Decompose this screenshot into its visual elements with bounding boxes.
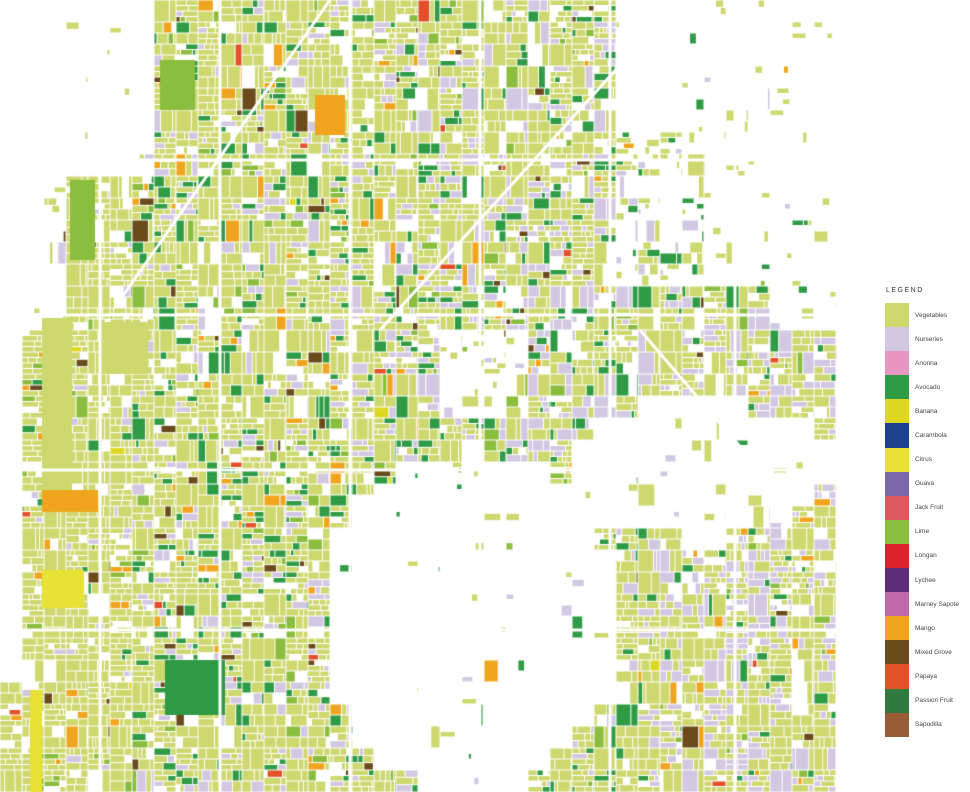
legend-label: Passion Fruit: [915, 697, 953, 705]
legend-label: Vegetables: [915, 311, 948, 319]
legend-item-lychee: Lychee: [885, 568, 970, 593]
legend-swatch: [885, 375, 909, 400]
legend-label: Lime: [915, 528, 930, 536]
legend-item-vegetables: Vegetables: [885, 303, 970, 328]
legend-items: Vegetables Nurseries Anonna Avocado Banana Ca…: [885, 303, 970, 737]
legend-label: Carambola: [915, 432, 947, 440]
legend-title: LEGEND: [886, 287, 924, 294]
legend-label: Nurseries: [915, 335, 943, 343]
legend-swatch: [885, 640, 909, 665]
legend-item-guava: Guava: [885, 471, 970, 496]
legend-label: Marney Sapote: [915, 600, 960, 608]
legend-swatch: [885, 447, 909, 472]
legend-label: Papaya: [915, 672, 938, 680]
legend-swatch: [885, 592, 909, 617]
legend-item-sapodilla: Sapodilla: [885, 712, 970, 737]
legend-swatch: [885, 616, 909, 641]
legend-item-anonna: Anonna: [885, 351, 970, 376]
legend-item-lime: Lime: [885, 519, 970, 544]
legend-item-carambola: Carambola: [885, 423, 970, 448]
legend-swatch: [885, 399, 909, 424]
legend-swatch: [885, 495, 909, 520]
legend-swatch: [885, 351, 909, 376]
legend-label: Mixed Grove: [915, 648, 952, 656]
legend-swatch: [885, 688, 909, 713]
legend-swatch: [885, 712, 909, 737]
legend-swatch: [885, 303, 909, 328]
legend-label: Longan: [915, 552, 937, 560]
legend-item-jack-fruit: Jack Fruit: [885, 495, 970, 520]
legend-item-passion-fruit: Passion Fruit: [885, 688, 970, 713]
legend-label: Mango: [915, 624, 935, 632]
legend-label: Avocado: [915, 383, 941, 391]
legend: LEGEND Vegetables Nurseries Anonna Avocado B…: [885, 287, 970, 737]
legend-item-banana: Banana: [885, 399, 970, 424]
legend-label: Citrus: [915, 456, 932, 464]
legend-swatch: [885, 519, 909, 544]
legend-swatch: [885, 543, 909, 569]
legend-item-marney-sapote: Marney Sapote: [885, 592, 970, 617]
legend-swatch: [885, 327, 909, 352]
legend-item-mixed-grove: Mixed Grove: [885, 640, 970, 665]
legend-label: Banana: [915, 407, 938, 415]
legend-item-longan: Longan: [885, 543, 970, 569]
legend-swatch: [885, 568, 909, 593]
legend-item-nurseries: Nurseries: [885, 327, 970, 352]
legend-item-avocado: Avocado: [885, 375, 970, 400]
legend-item-citrus: Citrus: [885, 447, 970, 472]
legend-label: Sapodilla: [915, 721, 942, 729]
legend-item-papaya: Papaya: [885, 664, 970, 689]
legend-item-mango: Mango: [885, 616, 970, 641]
legend-swatch: [885, 471, 909, 496]
legend-swatch: [885, 423, 909, 448]
legend-label: Jack Fruit: [915, 504, 944, 512]
legend-swatch: [885, 664, 909, 689]
legend-label: Guava: [915, 480, 935, 488]
legend-label: Anonna: [915, 359, 938, 367]
legend-label: Lychee: [915, 576, 936, 584]
land-use-map: [0, 0, 860, 792]
